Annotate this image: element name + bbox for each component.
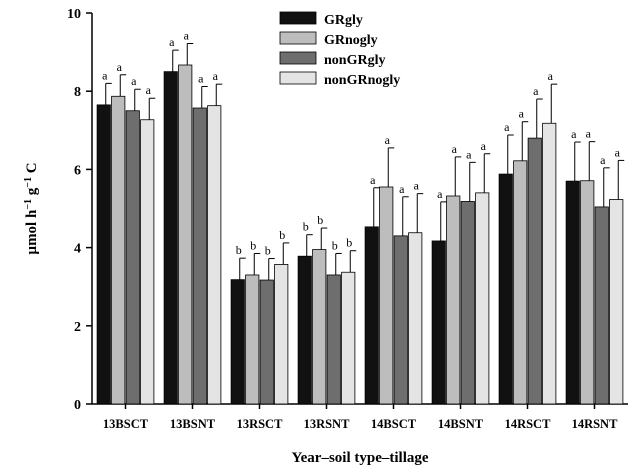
- x-ticks: 13BSCT 13BSNT 13RSCT 13RSNT 14BSCT 14BSNT 14RS…: [103, 404, 618, 431]
- bar-GRgly-14RSNT: [565, 180, 580, 405]
- significance-label: a: [184, 28, 190, 42]
- significance-label: a: [615, 145, 621, 159]
- legend-label-nonGRnogly: nonGRnogly: [324, 73, 400, 88]
- significance-label: a: [571, 127, 577, 141]
- bar-nonGRnogly-13BSCT: [140, 119, 155, 405]
- legend-swatch-GRgly: [279, 11, 317, 25]
- bar-GRnogly-14BSCT: [379, 186, 394, 405]
- significance-label: a: [533, 84, 539, 98]
- bar-nonGRgly-14BSNT: [460, 201, 475, 405]
- x-tick-label: 14BSCT: [371, 417, 417, 431]
- bar-GRnogly-14BSNT: [446, 195, 461, 405]
- bar-nonGRgly-14BSCT: [393, 235, 408, 405]
- significance-label: a: [586, 127, 592, 141]
- bar-nonGRnogly-14BSNT: [475, 192, 490, 405]
- bar-GRgly-13BSCT: [96, 104, 111, 405]
- significance-label: a: [102, 68, 108, 82]
- legend-swatch-nonGRgly: [279, 51, 317, 65]
- significance-label: a: [519, 107, 525, 121]
- significance-label: a: [131, 74, 137, 88]
- bar-nonGRnogly-13RSNT: [341, 271, 356, 405]
- x-tick-label: 14RSNT: [572, 417, 619, 431]
- significance-label: a: [437, 187, 443, 201]
- significance-label: b: [265, 244, 271, 258]
- y-tick-label: 2: [74, 320, 81, 335]
- x-tick-label: 14RSCT: [505, 417, 552, 431]
- significance-label: b: [250, 238, 256, 252]
- x-tick-label: 14BSNT: [438, 417, 484, 431]
- bar-GRnogly-13RSCT: [245, 274, 260, 405]
- bar-nonGRgly-14RSCT: [527, 137, 542, 405]
- significance-label: a: [213, 69, 219, 83]
- bar-GRgly-14BSNT: [431, 240, 446, 405]
- bar-nonGRnogly-13RSCT: [274, 264, 289, 405]
- significance-label: a: [198, 72, 204, 86]
- y-axis-label-sup1: −1: [23, 199, 34, 210]
- y-tick-label: 6: [74, 163, 81, 178]
- significance-label: b: [346, 236, 352, 250]
- bar-GRgly-13RSCT: [230, 279, 245, 405]
- significance-label: a: [414, 179, 420, 193]
- significance-label: a: [399, 182, 405, 196]
- significance-label: a: [385, 133, 391, 147]
- significance-label: a: [169, 35, 175, 49]
- bar-nonGRgly-14RSNT: [594, 206, 609, 405]
- bar-GRnogly-13BSNT: [178, 64, 193, 405]
- y-tick-label: 0: [74, 398, 81, 413]
- y-axis-label-main: µmol h: [24, 209, 40, 255]
- bar-GRnogly-13BSCT: [111, 95, 126, 405]
- y-ticks: 0 2 4 6 8 10: [67, 7, 92, 413]
- bar-nonGRnogly-13BSNT: [207, 105, 222, 405]
- legend-swatch-nonGRnogly: [279, 71, 317, 85]
- bar-nonGRnogly-14RSCT: [542, 122, 557, 405]
- significance-label: a: [466, 147, 472, 161]
- significance-label: a: [600, 153, 606, 167]
- y-axis-label-mid: g: [24, 187, 40, 199]
- bar-GRnogly-13RSNT: [312, 249, 327, 405]
- legend: GRgly GRnogly nonGRgly nonGRnogly: [279, 11, 400, 88]
- x-tick-label: 13BSCT: [103, 417, 149, 431]
- significance-label: a: [481, 139, 487, 153]
- x-tick-label: 13RSNT: [304, 417, 351, 431]
- significance-label: a: [370, 173, 376, 187]
- significance-label: b: [303, 220, 309, 234]
- significance-label: b: [317, 213, 323, 227]
- y-tick-label: 8: [74, 85, 81, 100]
- bar-GRgly-14RSCT: [498, 173, 513, 405]
- significance-label: b: [279, 228, 285, 242]
- bar-nonGRgly-13BSNT: [192, 107, 207, 405]
- bar-GRnogly-14RSNT: [580, 180, 595, 405]
- legend-label-nonGRgly: nonGRgly: [324, 53, 385, 68]
- significance-label: a: [452, 142, 458, 156]
- y-axis-label: µmol h−1 g−1 C: [23, 162, 41, 254]
- y-tick-label: 4: [74, 242, 81, 257]
- x-axis-label: Year–soil type–tillage: [291, 450, 428, 466]
- bar-GRnogly-14RSCT: [513, 160, 528, 405]
- bar-GRgly-13RSNT: [297, 255, 312, 405]
- significance-label: b: [236, 243, 242, 257]
- significance-label: a: [117, 60, 123, 74]
- x-tick-label: 13RSCT: [237, 417, 284, 431]
- significance-label: a: [548, 69, 554, 83]
- bar-nonGRnogly-14BSCT: [408, 232, 423, 405]
- bar-GRgly-13BSNT: [163, 71, 178, 405]
- y-tick-label: 10: [67, 7, 81, 22]
- significance-label: b: [332, 238, 338, 252]
- legend-label-GRgly: GRgly: [324, 13, 363, 28]
- bar-nonGRgly-13BSCT: [125, 110, 140, 405]
- bar-nonGRgly-13RSCT: [259, 279, 274, 405]
- legend-swatch-GRnogly: [279, 31, 317, 45]
- x-tick-label: 13BSNT: [170, 417, 216, 431]
- legend-label-GRnogly: GRnogly: [324, 33, 378, 48]
- bar-nonGRgly-13RSNT: [326, 274, 341, 405]
- y-axis-label-sup2: −1: [23, 177, 34, 188]
- significance-label: a: [504, 120, 510, 134]
- significance-label: a: [146, 83, 152, 97]
- bar-GRgly-14BSCT: [364, 226, 379, 405]
- y-axis-label-end: C: [24, 162, 40, 177]
- bar-nonGRnogly-14RSNT: [609, 199, 624, 405]
